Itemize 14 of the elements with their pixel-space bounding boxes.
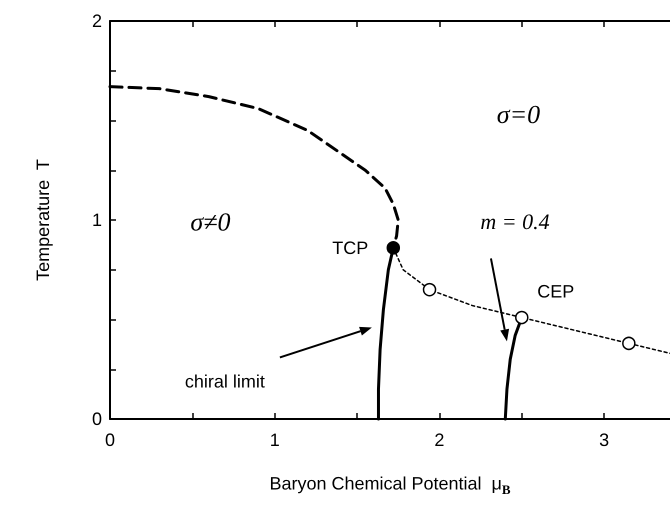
x-tick-label: 0 (104, 430, 116, 450)
annotation: σ=0 (496, 100, 540, 130)
y-tick-label: 1 (92, 210, 102, 230)
annotation: TCP (332, 238, 368, 258)
x-tick-label: 2 (434, 430, 444, 450)
annotation: CEP (537, 282, 574, 302)
y-tick-label: 2 (92, 11, 102, 31)
x-tick-label: 3 (599, 430, 610, 450)
y-axis-title: Temperature T (33, 159, 53, 281)
annotation: σ≠0 (190, 207, 231, 236)
y-tick-label: 0 (92, 409, 102, 429)
annotation: m = 0.4 (480, 208, 550, 234)
x-tick-label: 1 (270, 430, 280, 450)
annotation: chiral limit (184, 371, 265, 392)
